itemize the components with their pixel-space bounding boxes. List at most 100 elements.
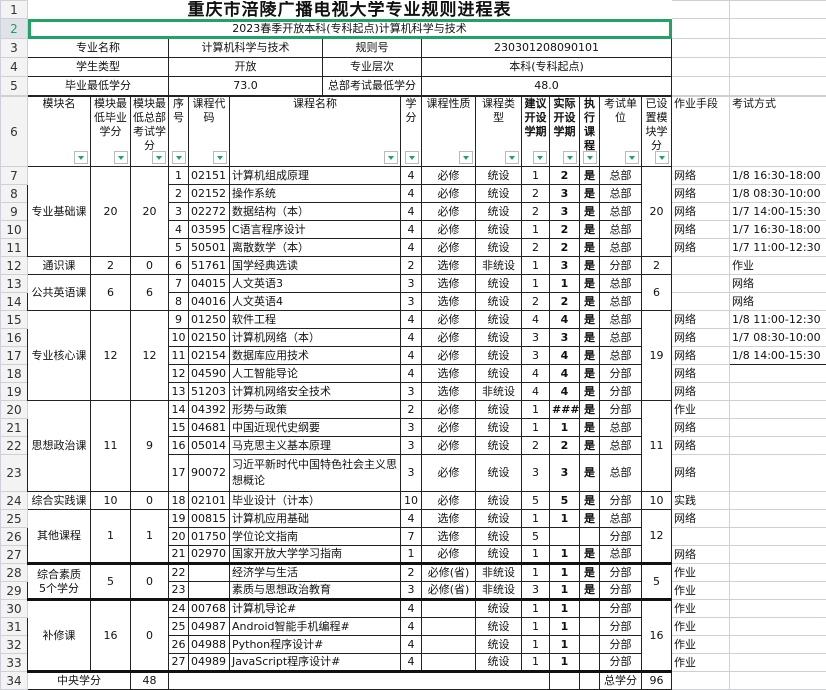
course-type[interactable]: 统设 bbox=[476, 221, 522, 239]
credit[interactable]: 4 bbox=[401, 636, 422, 654]
filter-dropdown-icon[interactable] bbox=[152, 151, 166, 164]
module-min-exam[interactable]: 0 bbox=[131, 257, 169, 275]
exam-mode[interactable]: 网络 bbox=[730, 293, 826, 311]
actual-term[interactable]: 4 bbox=[550, 383, 580, 401]
suggested-term[interactable]: 1 bbox=[522, 167, 550, 185]
module-min-exam[interactable]: 9 bbox=[131, 401, 169, 492]
module-min-credit[interactable]: 5 bbox=[91, 564, 131, 600]
credit[interactable]: 3 bbox=[401, 419, 422, 437]
course-nature[interactable]: 必修 bbox=[422, 203, 476, 221]
exam-unit[interactable]: 分部 bbox=[600, 383, 642, 401]
exam-mode[interactable]: 1/8 14:00-15:30 bbox=[730, 347, 826, 365]
filter-dropdown-icon[interactable] bbox=[625, 151, 639, 164]
seq[interactable]: 22 bbox=[169, 564, 189, 582]
actual-term[interactable]: ### bbox=[550, 401, 580, 419]
row-header[interactable]: 13 bbox=[1, 275, 28, 293]
module-name[interactable]: 公共英语课 bbox=[28, 275, 91, 311]
credit[interactable]: 3 bbox=[401, 455, 422, 492]
actual-term[interactable]: 2 bbox=[550, 293, 580, 311]
suggested-term[interactable]: 1 bbox=[522, 419, 550, 437]
actual-term[interactable]: 1 bbox=[550, 510, 580, 528]
work-mode[interactable]: 网络 bbox=[672, 510, 730, 528]
credit[interactable]: 2 bbox=[401, 401, 422, 419]
course-name[interactable]: Android智能手机编程# bbox=[230, 618, 401, 636]
total-credit-value[interactable]: 96 bbox=[642, 672, 672, 690]
exam-unit[interactable]: 分部 bbox=[600, 564, 642, 582]
actual-term[interactable]: 5 bbox=[550, 492, 580, 510]
seq[interactable]: 14 bbox=[169, 401, 189, 419]
executed[interactable]: 是 bbox=[580, 510, 600, 528]
work-mode[interactable]: 网络 bbox=[672, 383, 730, 401]
row-header[interactable]: 31 bbox=[1, 618, 28, 636]
row-header[interactable]: 24 bbox=[1, 492, 28, 510]
credit[interactable]: 4 bbox=[401, 221, 422, 239]
suggested-term[interactable]: 1 bbox=[522, 510, 550, 528]
exam-unit[interactable]: 总部 bbox=[600, 510, 642, 528]
course-name[interactable]: 素质与思想政治教育 bbox=[230, 582, 401, 600]
module-min-exam[interactable]: 20 bbox=[131, 167, 169, 257]
exam-mode[interactable]: 1/8 16:30-18:00 bbox=[730, 167, 826, 185]
seq[interactable]: 3 bbox=[169, 203, 189, 221]
row-header[interactable]: 29 bbox=[1, 582, 28, 600]
course-name[interactable]: 形势与政策 bbox=[230, 401, 401, 419]
actual-term[interactable]: 1 bbox=[550, 275, 580, 293]
row-header[interactable]: 22 bbox=[1, 437, 28, 455]
credit[interactable]: 4 bbox=[401, 239, 422, 257]
executed[interactable]: 是 bbox=[580, 455, 600, 492]
exam-unit[interactable]: 总部 bbox=[600, 239, 642, 257]
seq[interactable]: 26 bbox=[169, 636, 189, 654]
module-credit-set[interactable]: 10 bbox=[642, 492, 672, 510]
filter-dropdown-icon[interactable] bbox=[74, 151, 88, 164]
executed[interactable]: 是 bbox=[580, 546, 600, 564]
actual-term[interactable] bbox=[550, 528, 580, 546]
course-type[interactable]: 统设 bbox=[476, 510, 522, 528]
actual-term[interactable]: 1 bbox=[550, 564, 580, 582]
seq[interactable]: 16 bbox=[169, 437, 189, 455]
exam-mode[interactable] bbox=[730, 365, 826, 383]
module-credit-set[interactable]: 11 bbox=[642, 401, 672, 492]
executed[interactable]: 是 bbox=[580, 185, 600, 203]
course-code[interactable] bbox=[189, 564, 230, 582]
suggested-term[interactable]: 2 bbox=[522, 203, 550, 221]
course-name[interactable]: 马克思主义基本原理 bbox=[230, 437, 401, 455]
exam-mode[interactable] bbox=[730, 636, 826, 654]
course-name[interactable]: 学位论文指南 bbox=[230, 528, 401, 546]
module-credit-set[interactable]: 2 bbox=[642, 257, 672, 275]
work-mode[interactable]: 网络 bbox=[672, 311, 730, 329]
work-mode[interactable]: 作业 bbox=[672, 636, 730, 654]
level-value[interactable]: 本科(专科起点) bbox=[422, 58, 672, 77]
module-name[interactable]: 专业核心课 bbox=[28, 311, 91, 401]
course-nature[interactable]: 必修 bbox=[422, 185, 476, 203]
exam-mode[interactable] bbox=[730, 383, 826, 401]
course-nature[interactable]: 必修 bbox=[422, 311, 476, 329]
exam-mode[interactable] bbox=[730, 492, 826, 510]
seq[interactable]: 11 bbox=[169, 347, 189, 365]
exam-mode[interactable] bbox=[730, 546, 826, 564]
work-mode[interactable]: 实践 bbox=[672, 492, 730, 510]
min-credit-value[interactable]: 73.0 bbox=[169, 77, 323, 96]
course-type[interactable]: 统设 bbox=[476, 600, 522, 618]
executed[interactable]: 是 bbox=[580, 311, 600, 329]
course-type[interactable]: 统设 bbox=[476, 185, 522, 203]
course-code[interactable]: 04681 bbox=[189, 419, 230, 437]
suggested-term[interactable]: 2 bbox=[522, 293, 550, 311]
credit[interactable]: 4 bbox=[401, 654, 422, 672]
exam-unit[interactable]: 分部 bbox=[600, 528, 642, 546]
course-name[interactable]: 人文英语4 bbox=[230, 293, 401, 311]
credit[interactable]: 4 bbox=[401, 618, 422, 636]
actual-term[interactable]: 1 bbox=[550, 546, 580, 564]
module-name[interactable]: 专业基础课 bbox=[28, 167, 91, 257]
suggested-term[interactable]: 3 bbox=[522, 455, 550, 492]
exam-mode[interactable]: 1/8 11:00-12:30 bbox=[730, 311, 826, 329]
executed[interactable]: 是 bbox=[580, 203, 600, 221]
course-name[interactable]: 计算机应用基础 bbox=[230, 510, 401, 528]
row-header[interactable]: 26 bbox=[1, 528, 28, 546]
actual-term[interactable]: 4 bbox=[550, 365, 580, 383]
suggested-term[interactable]: 1 bbox=[522, 546, 550, 564]
course-name[interactable]: 计算机组成原理 bbox=[230, 167, 401, 185]
seq[interactable]: 20 bbox=[169, 528, 189, 546]
course-nature[interactable]: 必修(省) bbox=[422, 564, 476, 582]
executed[interactable] bbox=[580, 600, 600, 618]
credit[interactable]: 4 bbox=[401, 203, 422, 221]
work-mode[interactable]: 作业 bbox=[672, 654, 730, 672]
